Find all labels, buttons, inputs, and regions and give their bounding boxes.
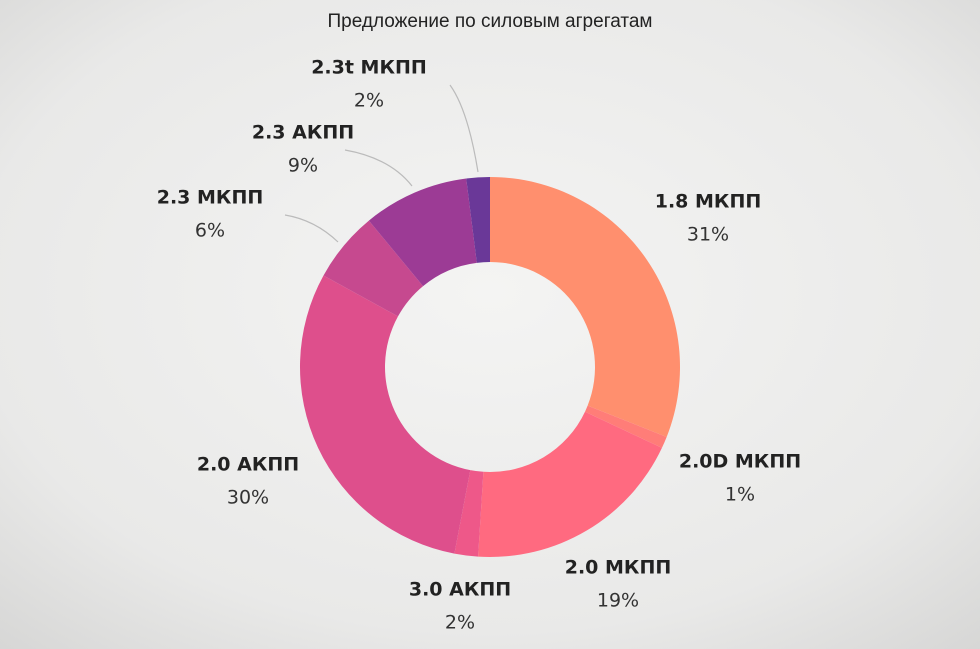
slice-value-label: 31%	[687, 224, 729, 246]
donut-slice	[323, 220, 424, 317]
leader-line	[344, 149, 413, 187]
slice-label: 3.0 АКПП	[409, 579, 511, 601]
slice-label: 2.3 АКПП	[252, 122, 354, 144]
leader-line	[449, 84, 479, 173]
chart-title: Предложение по силовым агрегатам	[328, 11, 653, 32]
donut-slice	[454, 470, 484, 557]
slice-label: 2.0D МКПП	[679, 451, 801, 473]
slice-label: 2.3t МКПП	[311, 57, 427, 79]
slice-value-label: 9%	[288, 155, 318, 177]
donut-slice	[368, 178, 477, 287]
slice-value-label: 6%	[195, 220, 225, 242]
donut-slice	[299, 275, 471, 554]
leader-line	[284, 214, 339, 243]
slice-value-label: 2%	[354, 90, 384, 112]
donut-slice	[478, 411, 662, 557]
donut-slice	[585, 405, 667, 448]
slice-label: 2.0 АКПП	[197, 454, 299, 476]
slice-value-label: 19%	[597, 590, 639, 612]
slice-label: 1.8 МКПП	[655, 191, 762, 213]
slice-value-label: 1%	[725, 484, 755, 506]
slice-label: 2.3 МКПП	[157, 187, 264, 209]
slice-label: 2.0 МКПП	[565, 557, 672, 579]
slice-value-label: 2%	[445, 612, 475, 634]
slice-value-label: 30%	[227, 487, 269, 509]
donut-slice	[466, 177, 490, 263]
donut-slice	[490, 177, 680, 437]
